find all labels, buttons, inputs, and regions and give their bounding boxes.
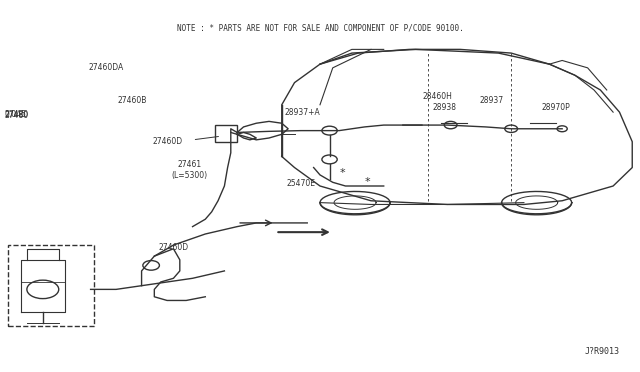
Text: 27460D: 27460D bbox=[158, 243, 189, 253]
Text: 27480: 27480 bbox=[4, 109, 29, 119]
Text: 27461
(L=5300): 27461 (L=5300) bbox=[172, 160, 207, 180]
Text: 28970P: 28970P bbox=[541, 103, 570, 112]
Text: 27460B: 27460B bbox=[117, 96, 147, 105]
Bar bbox=[8, 245, 94, 326]
Text: 0.045: 0.045 bbox=[4, 109, 26, 119]
Text: 27480: 27480 bbox=[4, 111, 29, 121]
Text: 25470E: 25470E bbox=[286, 179, 316, 187]
Text: NOTE : * PARTS ARE NOT FOR SALE AND COMPONENT OF P/CODE 90100.: NOTE : * PARTS ARE NOT FOR SALE AND COMP… bbox=[177, 23, 463, 32]
Text: 28937: 28937 bbox=[480, 96, 504, 105]
Text: 28937+A: 28937+A bbox=[285, 108, 321, 117]
Text: J?R9013: J?R9013 bbox=[584, 347, 620, 356]
Text: 27460D: 27460D bbox=[153, 137, 183, 146]
Text: 28938: 28938 bbox=[432, 103, 456, 112]
Text: 28460H: 28460H bbox=[423, 92, 453, 101]
Text: *: * bbox=[365, 177, 371, 187]
Text: *: * bbox=[339, 168, 345, 178]
Text: 27460DA: 27460DA bbox=[89, 62, 124, 71]
